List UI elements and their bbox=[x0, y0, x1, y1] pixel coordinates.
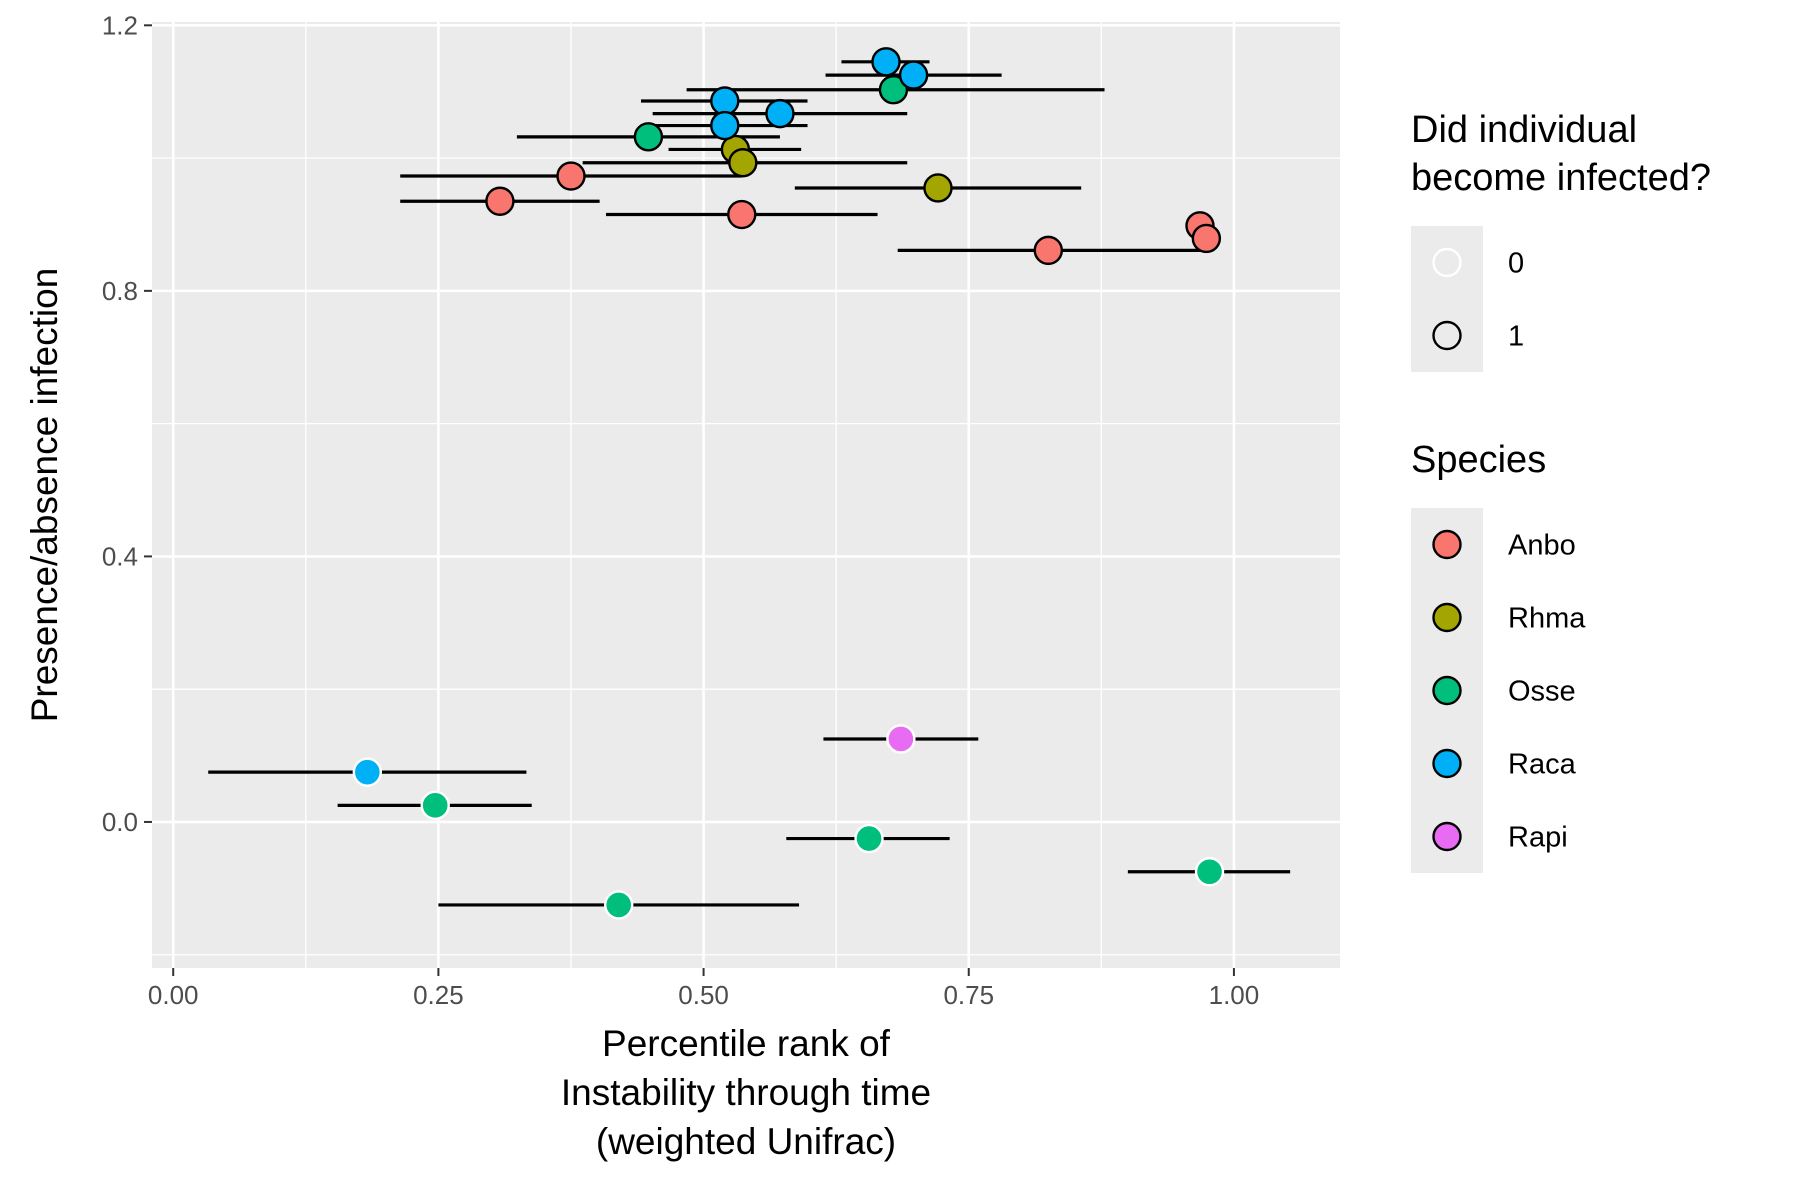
legend-key-rapi bbox=[1432, 821, 1462, 852]
y-axis-title: Presence/absence infection bbox=[24, 268, 65, 723]
panel-background bbox=[152, 22, 1340, 968]
legend-key-anbo bbox=[1432, 529, 1462, 560]
data-point-raca bbox=[765, 98, 795, 129]
data-point-rhma bbox=[923, 173, 953, 203]
y-tick-label: 0.8 bbox=[102, 276, 138, 306]
legend-key-osse bbox=[1432, 675, 1462, 706]
legend-label-rhma: Rhma bbox=[1508, 603, 1586, 635]
y-tick-label: 0.0 bbox=[102, 807, 138, 837]
data-point-raca bbox=[871, 47, 901, 77]
legend-label-1: 1 bbox=[1508, 321, 1524, 353]
data-point-raca bbox=[898, 60, 929, 90]
legend-title: Did individual bbox=[1411, 109, 1637, 151]
data-point-osse bbox=[420, 790, 450, 821]
data-point-rapi bbox=[886, 724, 916, 754]
legend-key-0 bbox=[1432, 247, 1462, 278]
data-point-osse bbox=[878, 75, 909, 105]
data-point-anbo bbox=[727, 199, 757, 230]
data-point-anbo bbox=[1191, 223, 1222, 254]
legend-key-background bbox=[1411, 226, 1483, 372]
legend-label-0: 0 bbox=[1508, 248, 1524, 280]
data-point-raca bbox=[710, 86, 740, 116]
x-axis-title: (weighted Unifrac) bbox=[596, 1121, 896, 1162]
x-tick-label: 0.00 bbox=[148, 980, 199, 1010]
legend-label-osse: Osse bbox=[1508, 676, 1576, 708]
legend-label-raca: Raca bbox=[1508, 749, 1577, 781]
y-tick-label: 0.4 bbox=[102, 541, 138, 571]
axes: 0.00 0.25 0.50 0.75 1.00 0.0 0.4 0.8 1.2 Percenti… bbox=[24, 10, 1259, 1162]
data-point-osse bbox=[633, 122, 664, 152]
y-tick-label: 1.2 bbox=[102, 10, 138, 40]
data-point-rhma bbox=[728, 148, 758, 178]
legend-label-rapi: Rapi bbox=[1508, 822, 1568, 854]
plot-panel bbox=[152, 22, 1340, 968]
x-axis-title: Percentile rank of bbox=[602, 1023, 891, 1064]
data-point-anbo bbox=[556, 161, 586, 191]
data-point-raca bbox=[710, 110, 740, 141]
legend-title: Species bbox=[1411, 439, 1546, 481]
data-point-osse bbox=[1194, 857, 1225, 887]
data-point-anbo bbox=[485, 186, 515, 216]
legend-label-anbo: Anbo bbox=[1508, 530, 1576, 562]
x-tick-label: 0.50 bbox=[678, 980, 729, 1010]
legend-key-1 bbox=[1432, 320, 1462, 351]
legend-key-rhma bbox=[1432, 602, 1462, 633]
x-tick-label: 1.00 bbox=[1209, 980, 1260, 1010]
legend-key-raca bbox=[1432, 748, 1462, 779]
data-point-anbo bbox=[1033, 235, 1064, 266]
x-tick-label: 0.25 bbox=[413, 980, 464, 1010]
x-axis-title: Instability through time bbox=[561, 1072, 931, 1113]
data-point-osse bbox=[604, 890, 634, 920]
legend: Did individual become infected? 0 1 Species A… bbox=[1411, 109, 1711, 873]
data-point-osse bbox=[854, 823, 884, 854]
x-tick-label: 0.75 bbox=[943, 980, 994, 1010]
legend-title: become infected? bbox=[1411, 157, 1711, 199]
data-point-raca bbox=[352, 757, 383, 787]
